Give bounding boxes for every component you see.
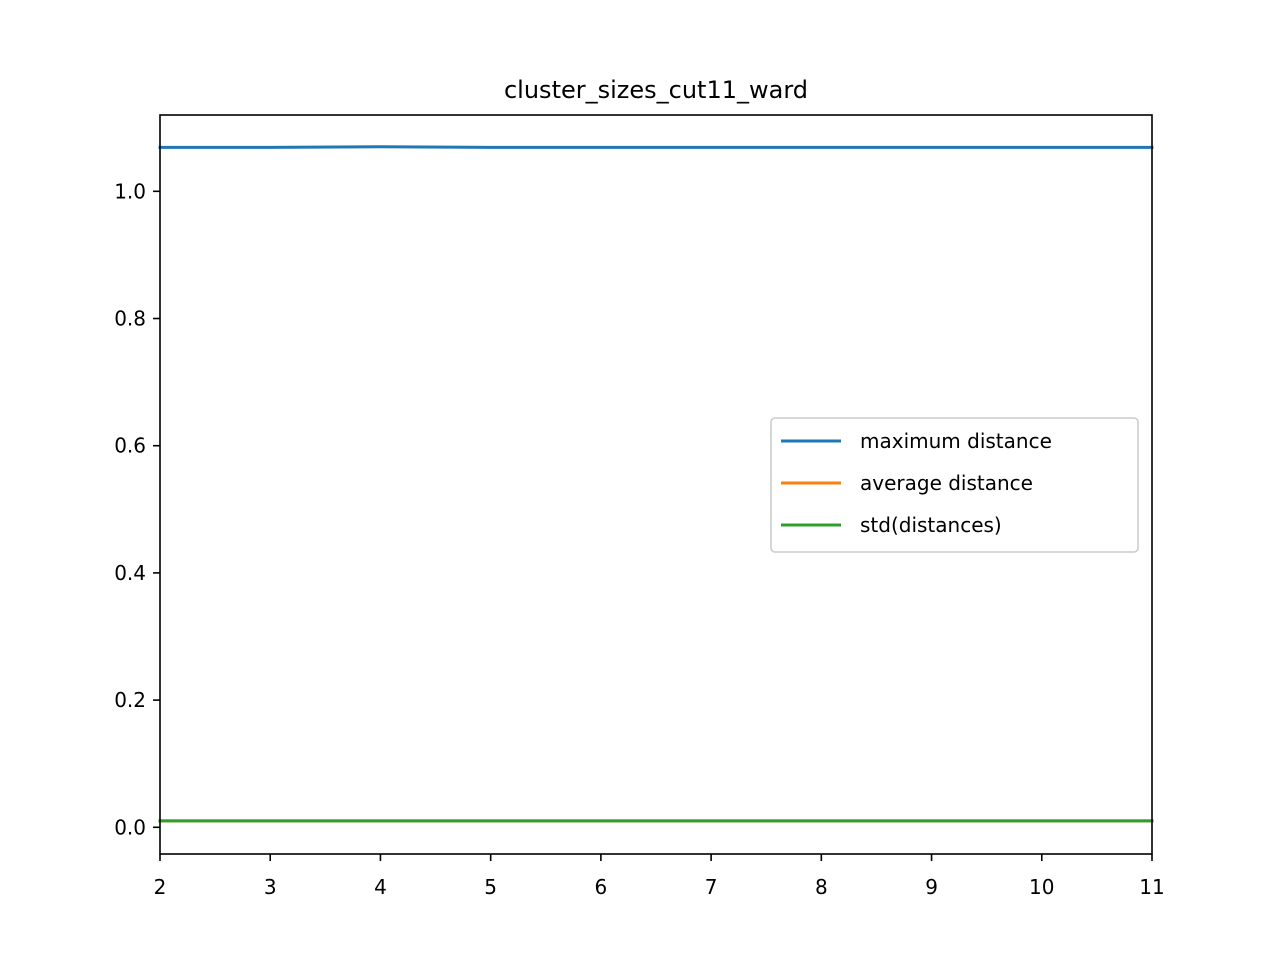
x-tick-label: 6 [595,875,608,899]
y-axis: 0.0 0.2 0.4 0.6 0.8 1.0 [114,179,160,839]
y-tick-label: 1.0 [114,179,146,203]
legend-label-3: std(distances) [860,513,1002,537]
legend: maximum distance average distance std(dist… [770,417,1139,553]
y-tick-label: 0.6 [114,434,146,458]
series-line-1 [158,145,1154,149]
x-tick-label: 2 [154,875,167,899]
series-layer [158,145,1154,823]
x-tick-label: 4 [374,875,387,899]
legend-label-2: average distance [860,471,1033,495]
y-tick-label: 0.8 [114,307,146,331]
y-tick-label: 0.0 [114,815,146,839]
legend-box [770,417,1139,553]
legend-label-1: maximum distance [860,429,1052,453]
x-tick-label: 10 [1029,875,1054,899]
x-tick-label: 5 [484,875,497,899]
x-tick-label: 8 [815,875,828,899]
x-tick-label: 9 [925,875,938,899]
plot-frame [159,114,1153,855]
chart-title: cluster_sizes_cut11_ward [504,76,808,104]
y-tick-label: 0.4 [114,561,146,585]
x-tick-label: 7 [705,875,718,899]
y-tick-label: 0.2 [114,688,146,712]
x-axis: 2 3 4 5 6 7 8 9 10 11 [154,854,1165,899]
x-tick-label: 11 [1139,875,1164,899]
x-tick-label: 3 [264,875,277,899]
